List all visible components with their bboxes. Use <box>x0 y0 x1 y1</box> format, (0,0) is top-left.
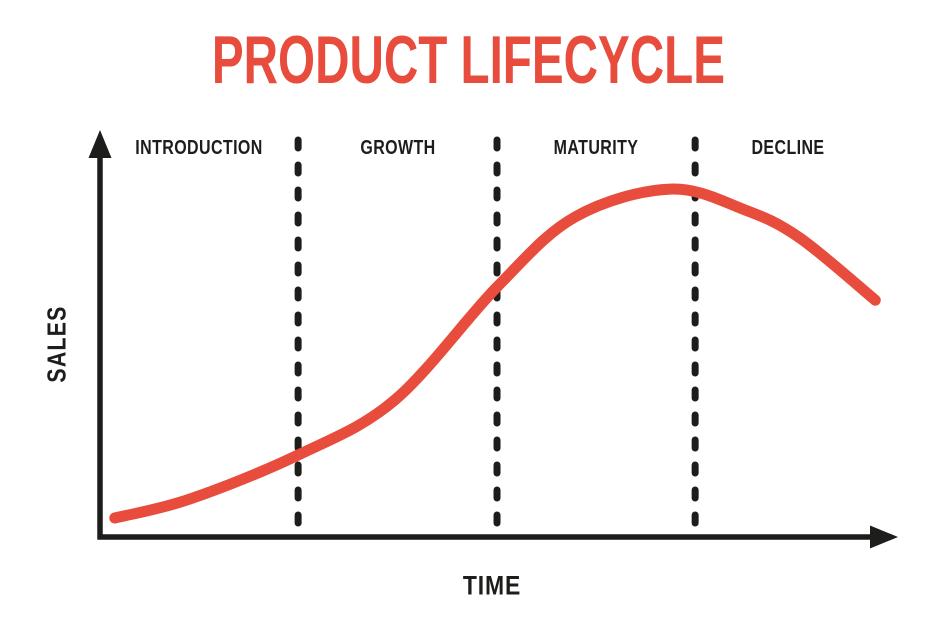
y-axis-title: SALES <box>41 305 72 383</box>
phase-label-growth: GROWTH <box>359 137 436 159</box>
phase-label-introduction: INTRODUCTION <box>135 137 263 159</box>
page-title-text: PRODUCT LIFECYCLE <box>211 22 725 98</box>
phase-divider-group <box>294 136 699 534</box>
phase-label-maturity: MATURITY <box>553 137 639 159</box>
y-axis-arrowhead-icon <box>88 130 112 158</box>
phase-label-decline: DECLINE <box>751 137 825 159</box>
page-title: PRODUCT LIFECYCLE <box>0 26 936 94</box>
x-axis-arrowhead-icon <box>870 525 898 549</box>
x-axis-title: TIME <box>462 570 522 601</box>
sales-curve <box>109 183 881 524</box>
